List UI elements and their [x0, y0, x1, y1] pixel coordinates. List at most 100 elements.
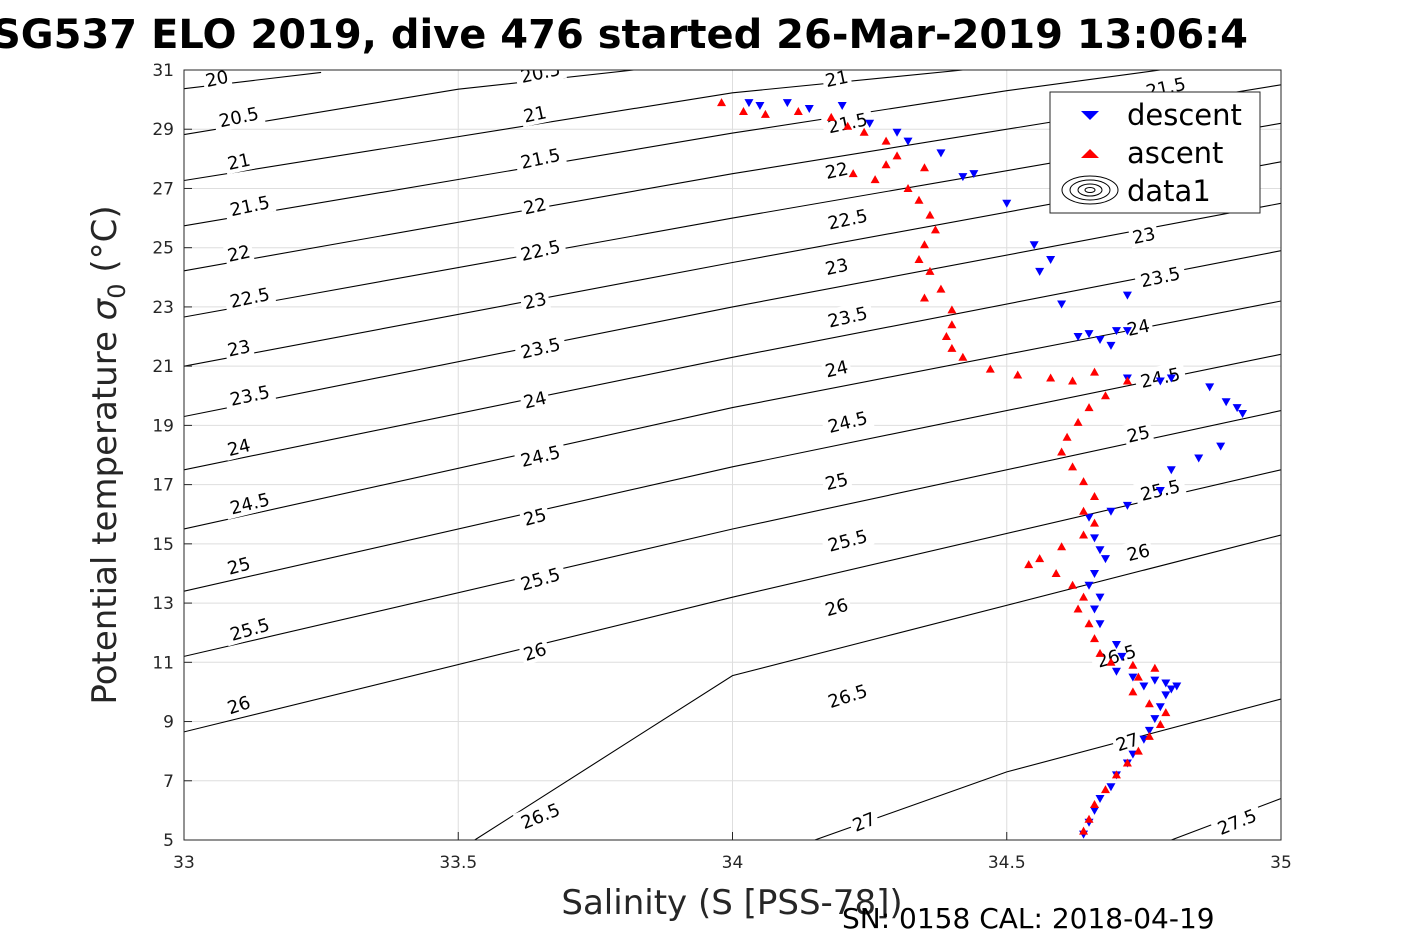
contour-label-24: 24: [222, 432, 255, 461]
contour-label-text: 23: [522, 289, 549, 315]
descent-point: [936, 149, 946, 158]
y-axis-label-text: Potential temperature: [85, 320, 125, 704]
contour-label-bg: [1209, 801, 1265, 840]
ascent-point: [1068, 376, 1078, 385]
ascent-point: [1106, 657, 1116, 666]
contour-line-26: [184, 469, 1281, 733]
contour-label-bg: [518, 385, 552, 414]
contour-label-24: 24: [820, 354, 853, 382]
contour-label-21: 21: [820, 70, 853, 92]
ascent-point: [1068, 580, 1078, 589]
ascent-point: [1068, 462, 1078, 471]
contour-label-22: 22: [222, 238, 255, 267]
contour-label-bg: [518, 501, 552, 531]
descent-point: [1106, 783, 1116, 792]
legend-contour-icon: [1061, 175, 1119, 205]
contour-label-bg: [1121, 537, 1155, 566]
descent-point: [1106, 507, 1116, 516]
descent-point: [1238, 410, 1248, 419]
descent-point: [1122, 327, 1132, 336]
contour-line-25.5: [184, 410, 1281, 657]
contour-label-bg: [1127, 221, 1160, 249]
descent-point: [903, 137, 913, 146]
ascent-point: [1100, 785, 1110, 794]
descent-point: [1095, 620, 1105, 629]
contour-label-bg: [820, 156, 853, 184]
ascent-point: [1144, 699, 1154, 708]
y-tick-label-27: 27: [152, 179, 174, 199]
descent-point: [1128, 673, 1138, 682]
descent-point: [1166, 685, 1176, 694]
ascent-point: [1122, 376, 1132, 385]
descent-point: [1205, 383, 1215, 392]
y-tick-label-19: 19: [152, 416, 174, 436]
contour-label-bg: [820, 252, 853, 280]
descent-point: [1155, 703, 1165, 712]
contour-label-bg: [221, 689, 256, 720]
descent-point: [1090, 534, 1100, 543]
ascent-point: [1090, 634, 1100, 643]
legend-data1-label: data1: [1127, 174, 1211, 208]
x-tick-label-33: 33: [173, 853, 195, 873]
contour-label-bg: [1133, 361, 1187, 393]
descent-point: [1095, 795, 1105, 804]
descent-point: [1084, 513, 1094, 522]
ascent-point: [919, 163, 929, 172]
contour-line-27: [814, 698, 1281, 840]
legend-descent-label: descent: [1127, 98, 1242, 132]
contour-label-bg: [222, 238, 255, 267]
contour-label-20: 20: [200, 67, 233, 92]
contour-label-bg: [1133, 260, 1187, 293]
ascent-point: [892, 151, 902, 160]
ascent-point: [919, 240, 929, 249]
contour-line-20.5: [184, 70, 634, 136]
contour-label-text: 23: [823, 255, 850, 280]
y-axis-label-unit: (°C): [85, 205, 125, 283]
ascent-point: [1079, 530, 1089, 539]
contour-label-bg: [222, 611, 277, 647]
legend-ascent-marker: [1081, 149, 1099, 158]
contour-label-bg: [820, 677, 875, 714]
descent-point: [1155, 487, 1165, 496]
descent-point: [892, 128, 902, 137]
y-axis-label: Potential temperature σ0 (°C): [85, 205, 131, 704]
contour-label-bg: [518, 99, 551, 128]
axis-ticks: 33 33.5 34 34.5 35 5 7 9 11 13 15 17 19 21 23 25 27 29 31: [152, 61, 1291, 873]
ascent-point: [1079, 506, 1089, 515]
descent-point: [744, 99, 754, 108]
contour-label-bg: [222, 378, 277, 411]
contour-label-text: 20: [204, 67, 231, 92]
descent-point: [1166, 374, 1176, 383]
descent-point: [1090, 605, 1100, 614]
y-tick-label-7: 7: [163, 772, 174, 792]
ascent-point: [826, 112, 836, 121]
contour-label-bg: [512, 795, 568, 835]
descent-point: [782, 99, 792, 108]
contour-label-bg: [820, 202, 875, 235]
y-tick-label-11: 11: [152, 653, 174, 673]
legend-ascent-label: ascent: [1127, 136, 1223, 170]
contour-label-27: 27: [1110, 726, 1144, 756]
contour-label-bg: [222, 432, 255, 461]
contour-label-text: 21: [522, 102, 549, 127]
legend[interactable]: descent ascent data1: [1049, 91, 1261, 214]
contour-label-26: 26: [221, 689, 256, 720]
contour-line-26.5: [474, 534, 1281, 840]
descent-point: [1161, 691, 1171, 700]
y-tick-label-17: 17: [152, 476, 174, 496]
ascent-point: [848, 169, 858, 178]
contour-label-bg: [200, 70, 233, 92]
contour-label-bg: [513, 438, 568, 473]
ascent-point: [1057, 542, 1067, 551]
y-tick-label-5: 5: [163, 831, 174, 851]
descent-point: [1084, 581, 1094, 590]
contour-label-23.5: 23.5: [1133, 260, 1187, 293]
descent-point: [804, 105, 814, 113]
descent-point: [1150, 676, 1160, 685]
ascent-point: [1084, 619, 1094, 628]
x-axis-label: Salinity (S [PSS-78]): [561, 883, 902, 923]
descent-point: [1035, 267, 1045, 276]
contour-label-text: 22: [823, 159, 850, 184]
contour-line-24: [184, 250, 1281, 471]
x-tick-label-35: 35: [1270, 853, 1292, 873]
